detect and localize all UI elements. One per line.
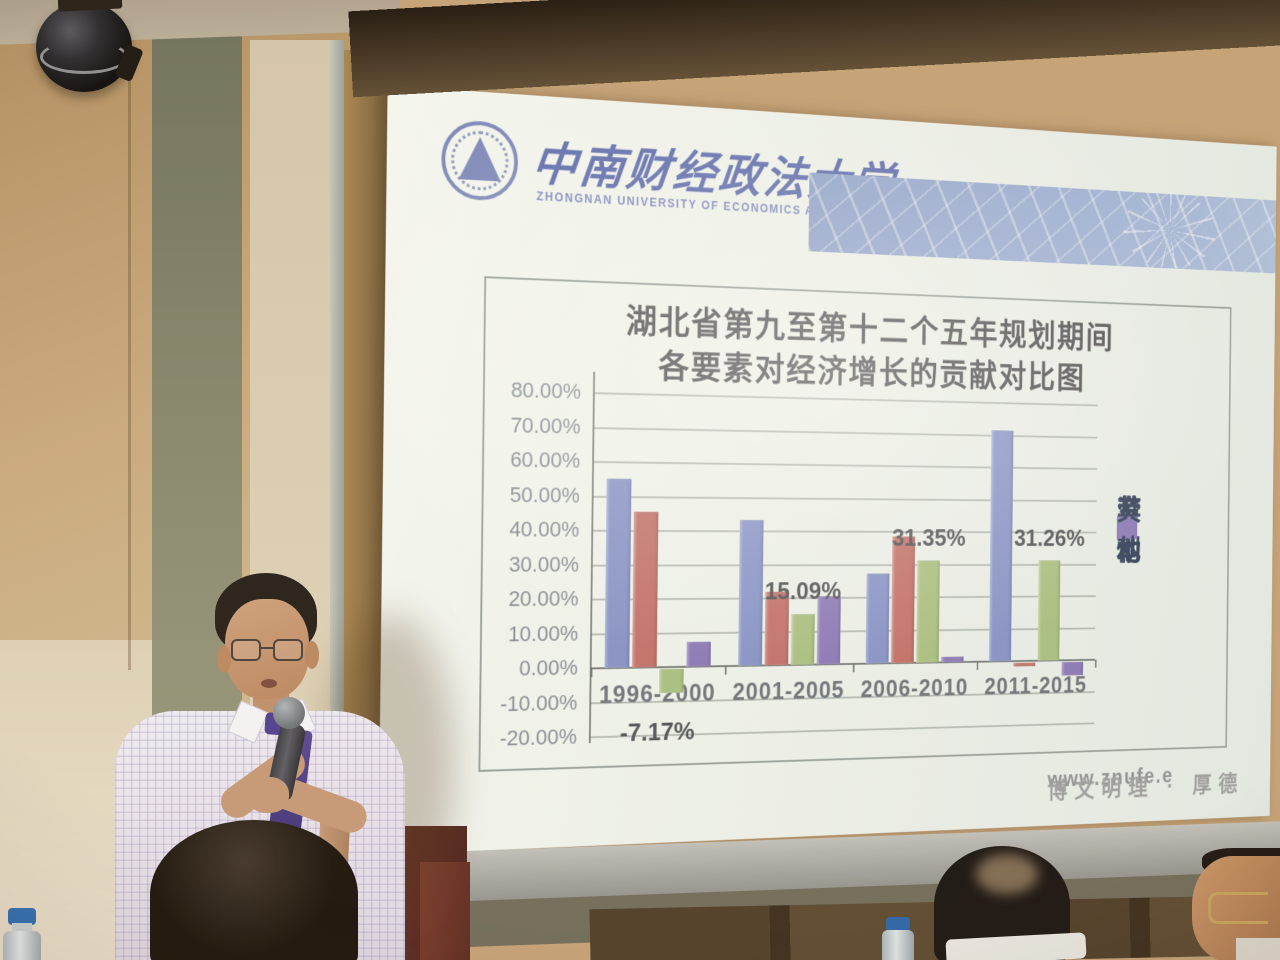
water-bottle-1-cap	[8, 908, 36, 925]
glasses-bridge	[261, 647, 273, 649]
water-bottle-2	[882, 930, 914, 960]
glasses-lens-left	[231, 639, 261, 661]
speaker-mouth	[261, 679, 277, 688]
speaker-glasses	[231, 639, 305, 663]
speaker-ear-right	[305, 641, 319, 669]
microphone-head	[273, 697, 305, 729]
dome-camera-ring	[40, 40, 128, 74]
ceiling-dark-band	[348, 0, 1280, 98]
water-bottle-2-cap	[886, 917, 910, 932]
door-column-edge	[330, 40, 344, 840]
audience-head-2-crown	[976, 854, 1038, 894]
audience-face-3-glasses	[1208, 892, 1268, 924]
audience-face-3-shirt	[1236, 938, 1280, 960]
seal-emblem	[458, 135, 502, 182]
legend-label: 其他	[1116, 493, 1143, 566]
university-seal-icon	[440, 118, 519, 203]
speaker-ear-left	[217, 645, 231, 673]
speaker-hand	[247, 777, 289, 813]
audience-head-1	[150, 820, 358, 960]
watermark-motto: 博文明理 · 厚德	[1047, 771, 1245, 805]
slide-watermark: www.znufe.e 博文明理 · 厚德	[1047, 759, 1280, 804]
projection-screen: 中南财经政法大学 ZHONGNAN UNIVERSITY OF ECONOMIC…	[378, 85, 1277, 856]
legend-item-其他: 其他	[1116, 494, 1143, 565]
lectern-step	[420, 862, 470, 960]
water-bottle-1	[3, 931, 41, 960]
glasses-lens-right	[273, 639, 303, 661]
water-bottle-1-neck	[12, 923, 32, 933]
wall-seam	[128, 30, 131, 670]
